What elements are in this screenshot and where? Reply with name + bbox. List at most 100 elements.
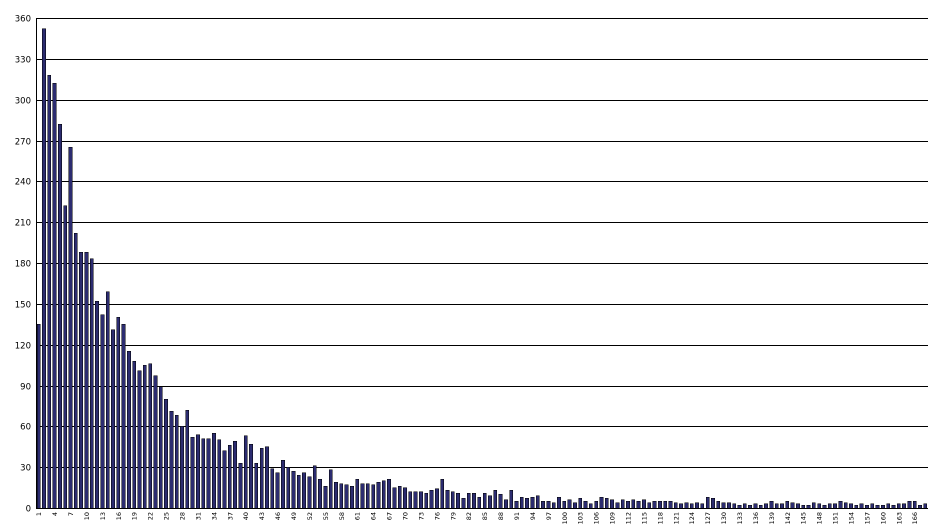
bar-42 <box>254 462 259 509</box>
x-tick-label: 127 <box>704 512 712 524</box>
bar-37 <box>227 445 232 509</box>
x-tick-label: 16 <box>115 512 123 520</box>
x-tick-label: 151 <box>832 512 840 524</box>
x-tick-label: 61 <box>354 512 362 520</box>
bar-57 <box>334 481 338 509</box>
x-tick-label: 91 <box>513 512 521 520</box>
bar-137 <box>758 505 763 509</box>
bar-64 <box>371 484 376 509</box>
bar-89 <box>504 499 508 509</box>
bar-116 <box>647 502 652 509</box>
bar-134 <box>742 503 747 509</box>
bar-132 <box>732 503 737 509</box>
bar-92 <box>519 496 524 509</box>
bar-51 <box>302 472 307 509</box>
bar-150 <box>827 503 832 509</box>
bar-113 <box>631 499 636 509</box>
x-tick-label: 130 <box>720 512 728 524</box>
bar-44 <box>265 446 269 509</box>
bar-47 <box>281 460 285 509</box>
bar-83 <box>472 492 476 509</box>
y-tick-label: 90 <box>20 383 31 393</box>
x-tick-label: 34 <box>210 512 218 520</box>
x-tick-label: 49 <box>290 512 298 520</box>
x-tick-label: 103 <box>577 512 585 524</box>
x-tick-label: 37 <box>226 512 234 520</box>
x-tick-label: 4 <box>51 512 59 516</box>
x-tick-label: 55 <box>322 512 330 520</box>
bar-63 <box>365 483 370 509</box>
bar-79 <box>450 491 455 509</box>
bar-147 <box>811 502 816 509</box>
bar-84 <box>477 496 482 509</box>
x-tick-label: 79 <box>449 512 457 520</box>
x-tick-label: 100 <box>561 512 569 524</box>
bar-103 <box>578 498 583 509</box>
bar-165 <box>907 500 912 509</box>
bar-67 <box>387 479 391 509</box>
y-tick-label: 0 <box>26 505 31 515</box>
bar-2 <box>42 28 46 509</box>
bar-94 <box>530 496 535 509</box>
bar-34 <box>211 432 216 509</box>
bar-161 <box>886 503 891 509</box>
x-tick-label: 124 <box>688 512 696 524</box>
bar-104 <box>583 500 588 509</box>
bar-45 <box>270 468 275 509</box>
bar-17 <box>121 324 126 509</box>
bar-99 <box>557 496 561 509</box>
bar-158 <box>870 503 875 509</box>
bar-109 <box>610 499 614 509</box>
bar-75 <box>429 490 434 509</box>
bar-139 <box>769 500 774 509</box>
bar-80 <box>456 492 460 509</box>
x-tick-label: 67 <box>386 512 394 520</box>
x-tick-label: 112 <box>625 512 633 524</box>
bar-9 <box>79 251 84 509</box>
bar-68 <box>392 487 397 509</box>
bar-130 <box>721 502 726 509</box>
bar-12 <box>95 300 99 509</box>
bar-115 <box>642 499 646 509</box>
bar-114 <box>636 500 641 509</box>
bar-23 <box>153 375 158 509</box>
bar-66 <box>381 480 386 509</box>
x-tick-label: 43 <box>258 512 266 520</box>
bar-29 <box>185 409 190 509</box>
bar-55 <box>323 485 328 509</box>
bar-124 <box>689 503 694 509</box>
bar-145 <box>801 505 806 509</box>
bars <box>36 28 928 509</box>
bar-117 <box>652 500 657 509</box>
bar-50 <box>296 475 301 509</box>
bar-77 <box>440 479 445 509</box>
bar-166 <box>912 500 917 509</box>
bar-7 <box>68 147 73 509</box>
bar-21 <box>142 364 147 509</box>
x-tick-label: 121 <box>672 512 680 524</box>
x-tick-label: 13 <box>99 512 107 520</box>
axes <box>36 18 928 509</box>
bar-11 <box>89 258 94 509</box>
y-tick-label: 120 <box>15 342 31 352</box>
bar-28 <box>180 426 184 509</box>
bar-125 <box>695 502 699 509</box>
bar-141 <box>780 503 784 509</box>
bar-74 <box>424 492 429 509</box>
bar-135 <box>748 505 753 509</box>
bar-97 <box>546 500 551 509</box>
x-tick-label: 52 <box>306 512 314 520</box>
bar-10 <box>84 251 89 509</box>
x-tick-label: 40 <box>242 512 250 520</box>
x-tick-label: 64 <box>370 512 378 520</box>
bar-106 <box>594 500 599 509</box>
bar-22 <box>148 363 153 509</box>
y-tick-label: 240 <box>15 178 31 188</box>
x-tick-label: 10 <box>83 512 91 520</box>
bar-110 <box>615 502 620 509</box>
bar-168 <box>923 503 928 509</box>
bar-4 <box>52 83 57 509</box>
bar-146 <box>806 505 811 509</box>
